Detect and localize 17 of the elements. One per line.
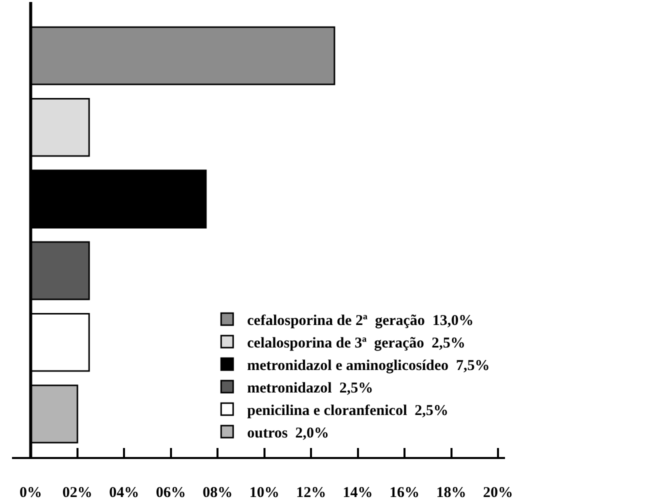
legend-label: penicilina e cloranfenicol 2,5% bbox=[247, 403, 448, 419]
legend-label: outros 2,0% bbox=[247, 426, 329, 442]
legend-label: metronidazol e aminoglicosídeo 7,5% bbox=[247, 358, 490, 374]
x-tick-label: 20% bbox=[482, 485, 513, 501]
x-tick-label: 08% bbox=[202, 485, 233, 501]
x-tick-label: 14% bbox=[342, 485, 373, 501]
legend-label: celalosporina de 3ª geração 2,5% bbox=[247, 336, 466, 352]
x-tick-label: 02% bbox=[62, 485, 92, 501]
x-tick-label: 06% bbox=[156, 485, 186, 501]
x-tick-label: 10% bbox=[249, 485, 280, 501]
x-tick-label: 0% bbox=[19, 485, 42, 501]
legend-label: metronidazol 2,5% bbox=[247, 380, 374, 396]
x-tick-label: 12% bbox=[296, 485, 326, 501]
x-tick-label: 16% bbox=[390, 485, 420, 501]
x-tick-label: 04% bbox=[109, 485, 140, 501]
x-tick-label: 18% bbox=[436, 485, 466, 501]
legend-label: cefalosporina de 2ª geração 13,0% bbox=[247, 313, 474, 329]
